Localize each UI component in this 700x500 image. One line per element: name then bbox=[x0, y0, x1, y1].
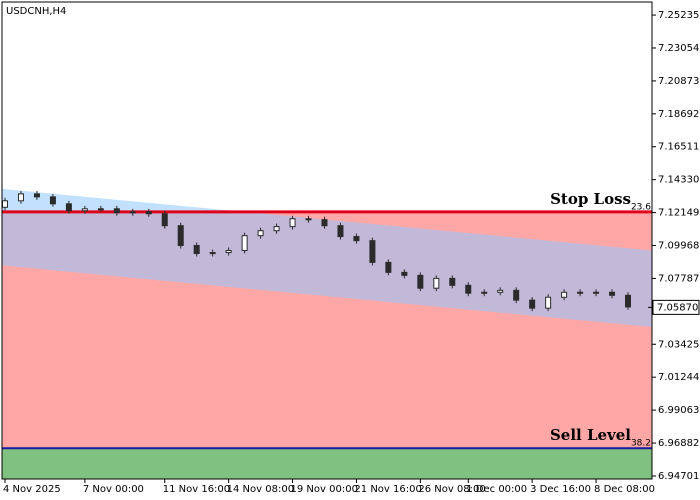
y-tick-label: 7.09968 bbox=[658, 241, 699, 252]
candle bbox=[385, 261, 392, 273]
y-tick-label: 7.18692 bbox=[658, 109, 699, 120]
level-label: 38.2 bbox=[631, 439, 651, 449]
y-tick-label: 6.94701 bbox=[658, 471, 699, 482]
candle bbox=[401, 271, 408, 276]
candle bbox=[337, 225, 344, 238]
y-tick-label: 6.96882 bbox=[658, 438, 699, 449]
x-tick-label: 26 Nov 08:00 bbox=[418, 484, 485, 495]
candle bbox=[369, 240, 376, 263]
x-tick-label: 4 Nov 2025 bbox=[3, 484, 61, 495]
candle bbox=[17, 193, 24, 202]
x-tick-label: 19 Nov 00:00 bbox=[291, 484, 358, 495]
y-tick-label: 7.12149 bbox=[658, 208, 699, 219]
x-tick-label: 3 Dec 16:00 bbox=[530, 484, 591, 495]
y-tick-label: 7.20873 bbox=[658, 76, 699, 87]
candle bbox=[449, 277, 456, 286]
level-name: Stop Loss bbox=[550, 190, 631, 208]
y-tick-label: 6.99063 bbox=[658, 405, 699, 416]
chart-title: USDCNH,H4 bbox=[6, 6, 66, 17]
candle bbox=[145, 211, 152, 215]
candle bbox=[33, 193, 40, 198]
candle bbox=[97, 208, 104, 211]
current-price-box bbox=[652, 299, 700, 315]
candle bbox=[2, 200, 8, 208]
x-tick-label: 1 Dec 00:00 bbox=[466, 484, 527, 495]
candle bbox=[465, 284, 472, 294]
plot-area bbox=[2, 188, 652, 479]
candle bbox=[497, 289, 504, 293]
candle bbox=[353, 236, 360, 242]
x-tick-label: 14 Nov 08:00 bbox=[227, 484, 294, 495]
candle bbox=[177, 225, 184, 246]
x-tick-label: 8 Dec 08:00 bbox=[594, 484, 655, 495]
candle bbox=[481, 291, 488, 294]
candle bbox=[257, 230, 264, 237]
level-label: 23.6 bbox=[631, 202, 651, 212]
candle bbox=[321, 219, 328, 227]
candle bbox=[577, 291, 584, 294]
y-tick-label: 7.01244 bbox=[658, 372, 699, 383]
y-tick-label: 7.23054 bbox=[658, 43, 699, 54]
candle bbox=[305, 218, 312, 221]
y-tick-label: 7.16511 bbox=[658, 142, 699, 153]
y-tick-label: 7.25235 bbox=[658, 10, 699, 21]
candle bbox=[433, 277, 440, 289]
candle bbox=[513, 289, 520, 301]
y-tick-label: 7.03425 bbox=[658, 339, 699, 350]
candle bbox=[609, 291, 616, 296]
candle bbox=[241, 235, 248, 251]
below-zone bbox=[2, 448, 652, 479]
x-tick-label: 21 Nov 16:00 bbox=[354, 484, 421, 495]
candle bbox=[65, 203, 72, 212]
candle bbox=[49, 196, 56, 205]
y-tick-label: 7.14330 bbox=[658, 175, 699, 186]
candle bbox=[625, 294, 631, 308]
candle bbox=[81, 208, 88, 212]
candle bbox=[273, 226, 280, 232]
candle bbox=[529, 299, 536, 309]
x-tick-label: 11 Nov 16:00 bbox=[163, 484, 230, 495]
candle bbox=[545, 296, 552, 309]
plot-border bbox=[1, 1, 653, 480]
current-price-label: 7.05870 bbox=[657, 302, 698, 313]
candle bbox=[161, 213, 168, 227]
candle bbox=[561, 291, 568, 298]
y-tick-label: 7.07787 bbox=[658, 273, 699, 284]
candle bbox=[193, 244, 200, 254]
candle bbox=[289, 218, 296, 228]
candle bbox=[129, 211, 136, 214]
candle bbox=[225, 249, 232, 254]
x-tick-label: 7 Nov 00:00 bbox=[83, 484, 144, 495]
candle bbox=[417, 274, 424, 289]
candle bbox=[113, 208, 120, 214]
level-name: Sell Level bbox=[550, 426, 631, 444]
candle bbox=[593, 291, 600, 294]
candle bbox=[209, 252, 216, 255]
